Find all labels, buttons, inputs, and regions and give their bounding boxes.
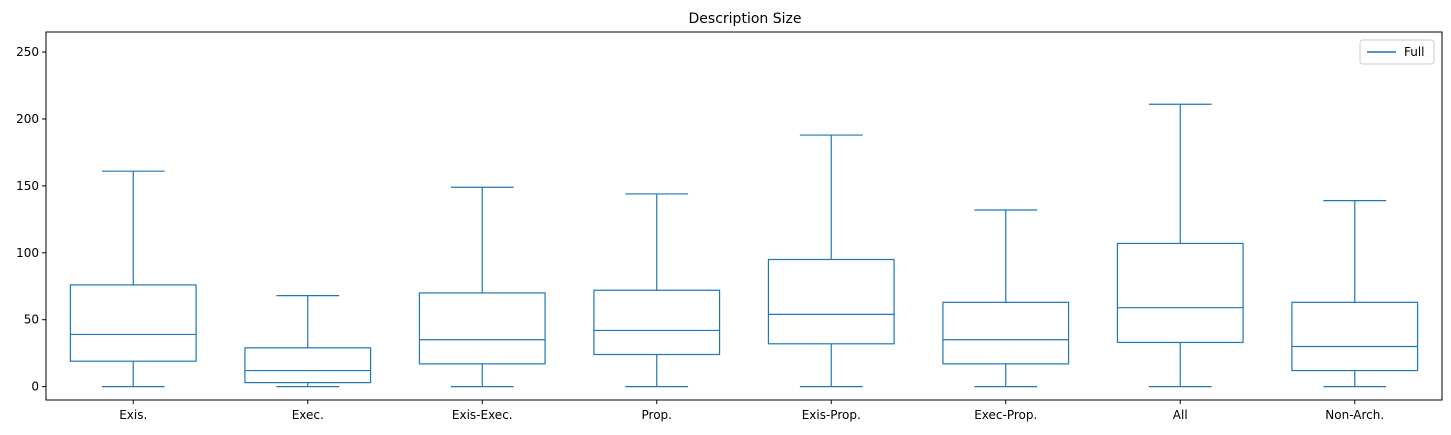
x-tick-label: Prop.	[642, 408, 672, 422]
box-1	[69, 170, 197, 388]
box-3	[418, 186, 546, 388]
x-tick-label: Exis-Exec.	[452, 408, 513, 422]
box-2	[244, 295, 372, 388]
legend: Full	[1359, 39, 1435, 65]
x-tick-label: Non-Arch.	[1325, 408, 1384, 422]
x-tick-label: Exis.	[119, 408, 147, 422]
boxes	[69, 103, 1419, 388]
legend-frame	[1359, 39, 1435, 65]
iqr-box	[69, 284, 197, 362]
y-tick-label: 200	[16, 112, 39, 126]
box-6	[942, 209, 1070, 388]
iqr-box	[1291, 301, 1419, 372]
iqr-box	[593, 289, 721, 356]
iqr-box	[1116, 242, 1244, 344]
box-4	[593, 193, 721, 388]
y-tick-label: 0	[31, 380, 39, 394]
y-tick-label: 100	[16, 246, 39, 260]
box-8	[1291, 200, 1419, 388]
box-5	[767, 134, 895, 388]
plot-area	[45, 31, 1443, 401]
x-tick-label: Exec-Prop.	[974, 408, 1037, 422]
chart-title: Description Size	[689, 11, 802, 27]
x-axis: Exis. Exec. Exis-Exec. Prop. Exis-Prop. Exec-…	[119, 400, 1384, 422]
y-tick-label: 50	[24, 313, 39, 327]
y-tick-label: 150	[16, 179, 39, 193]
iqr-box	[244, 347, 372, 384]
iqr-box	[942, 301, 1070, 365]
iqr-box	[767, 258, 895, 345]
box-7	[1116, 103, 1244, 388]
x-tick-label: All	[1173, 408, 1188, 422]
y-axis: 0 50 100 150 200 250	[16, 45, 46, 394]
x-tick-label: Exec.	[292, 408, 324, 422]
legend-label-full: Full	[1404, 45, 1425, 59]
x-tick-label: Exis-Prop.	[802, 408, 861, 422]
y-tick-label: 250	[16, 45, 39, 59]
iqr-box	[418, 292, 546, 365]
